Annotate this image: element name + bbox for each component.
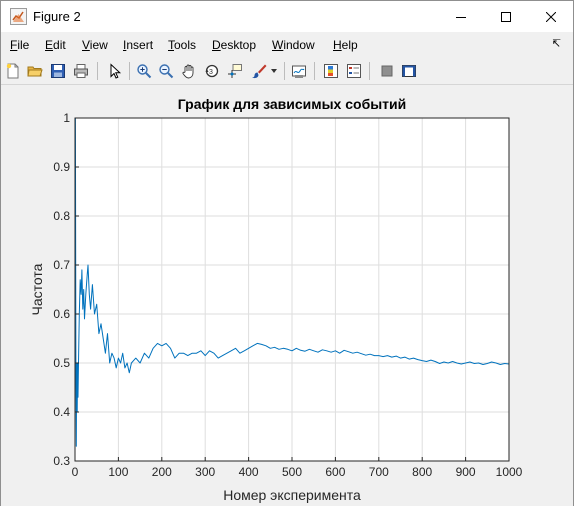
open-icon[interactable] [25, 61, 45, 81]
maximize-icon [500, 11, 511, 22]
y-tick-label: 0.8 [53, 209, 70, 223]
y-tick-label: 0.4 [53, 405, 70, 419]
menu-file[interactable]: File [10, 38, 30, 52]
x-tick-label: 0 [72, 465, 79, 479]
toolbar-separator [284, 62, 285, 80]
menu-edit[interactable]: Edit [45, 38, 66, 52]
x-tick-label: 700 [369, 465, 389, 479]
x-axis-label: Номер эксперимента [223, 487, 361, 503]
pointer-icon[interactable] [104, 61, 124, 81]
show-plot-tools-icon[interactable] [399, 61, 419, 81]
brush-icon[interactable] [249, 61, 269, 81]
title-bar[interactable]: Figure 2 [1, 1, 573, 32]
legend-icon[interactable] [344, 61, 364, 81]
menu-insert[interactable]: Insert [123, 38, 154, 52]
maximize-button[interactable] [483, 1, 528, 32]
x-tick-label: 600 [325, 465, 345, 479]
zoom-in-icon[interactable] [134, 61, 154, 81]
ticks: 0 100 200 300 400 500 600 700 800 900 1000 0.3 0.4 0.… [53, 111, 522, 479]
dock-figure-icon[interactable]: ↸ [551, 38, 561, 50]
x-tick-label: 900 [456, 465, 476, 479]
y-axis-label: Частота [29, 263, 45, 315]
series-line [74, 117, 510, 447]
y-tick-label: 0.7 [53, 258, 70, 272]
colorbar-icon[interactable] [321, 61, 341, 81]
menu-window[interactable]: Window [272, 38, 315, 52]
menu-tools[interactable]: Tools [168, 38, 197, 52]
series-layer [74, 117, 510, 447]
rotate-3d-icon[interactable]: 3 [202, 61, 222, 81]
figure-canvas: 0 100 200 300 400 500 600 700 800 900 1000 0.3 0.4 0.… [1, 86, 573, 506]
brush-dropdown-icon[interactable] [269, 61, 279, 81]
minimize-button[interactable] [438, 1, 483, 32]
figure-toolbar: 3 [1, 57, 573, 85]
svg-text:3: 3 [209, 69, 213, 76]
print-icon[interactable] [71, 61, 91, 81]
link-plot-icon[interactable] [289, 61, 309, 81]
y-tick-label: 0.3 [53, 454, 70, 468]
menu-desktop[interactable]: Desktop [212, 38, 257, 52]
toolbar-separator [314, 62, 315, 80]
x-tick-label: 1000 [496, 465, 523, 479]
y-tick-label: 0.9 [53, 160, 70, 174]
pan-icon[interactable] [179, 61, 199, 81]
toolbar-separator [129, 62, 130, 80]
toolbar-separator [369, 62, 370, 80]
menu-help[interactable]: Help [333, 38, 358, 52]
hide-plot-tools-icon[interactable] [377, 61, 397, 81]
close-button[interactable] [528, 1, 573, 32]
data-cursor-icon[interactable] [225, 61, 245, 81]
chart-title: График для зависимых событий [178, 96, 407, 112]
y-tick-label: 1 [63, 111, 70, 125]
x-tick-label: 800 [412, 465, 432, 479]
toolbar-separator [97, 62, 98, 80]
close-icon [545, 11, 556, 22]
matlab-figure-icon [10, 8, 27, 25]
window-title: Figure 2 [33, 9, 81, 24]
menu-view[interactable]: View [82, 38, 108, 52]
save-icon[interactable] [48, 61, 68, 81]
line-chart: 0 100 200 300 400 500 600 700 800 900 1000 0.3 0.4 0.… [29, 96, 523, 503]
zoom-out-icon[interactable] [156, 61, 176, 81]
x-tick-label: 100 [108, 465, 128, 479]
minimize-icon [455, 16, 466, 18]
menu-bar: File Edit View Insert Tools Desktop Wind… [1, 32, 573, 57]
y-tick-label: 0.5 [53, 356, 70, 370]
x-tick-label: 500 [282, 465, 302, 479]
new-figure-icon[interactable] [3, 61, 23, 81]
x-tick-label: 200 [152, 465, 172, 479]
x-tick-label: 300 [195, 465, 215, 479]
x-tick-label: 400 [239, 465, 259, 479]
y-tick-label: 0.6 [53, 307, 70, 321]
